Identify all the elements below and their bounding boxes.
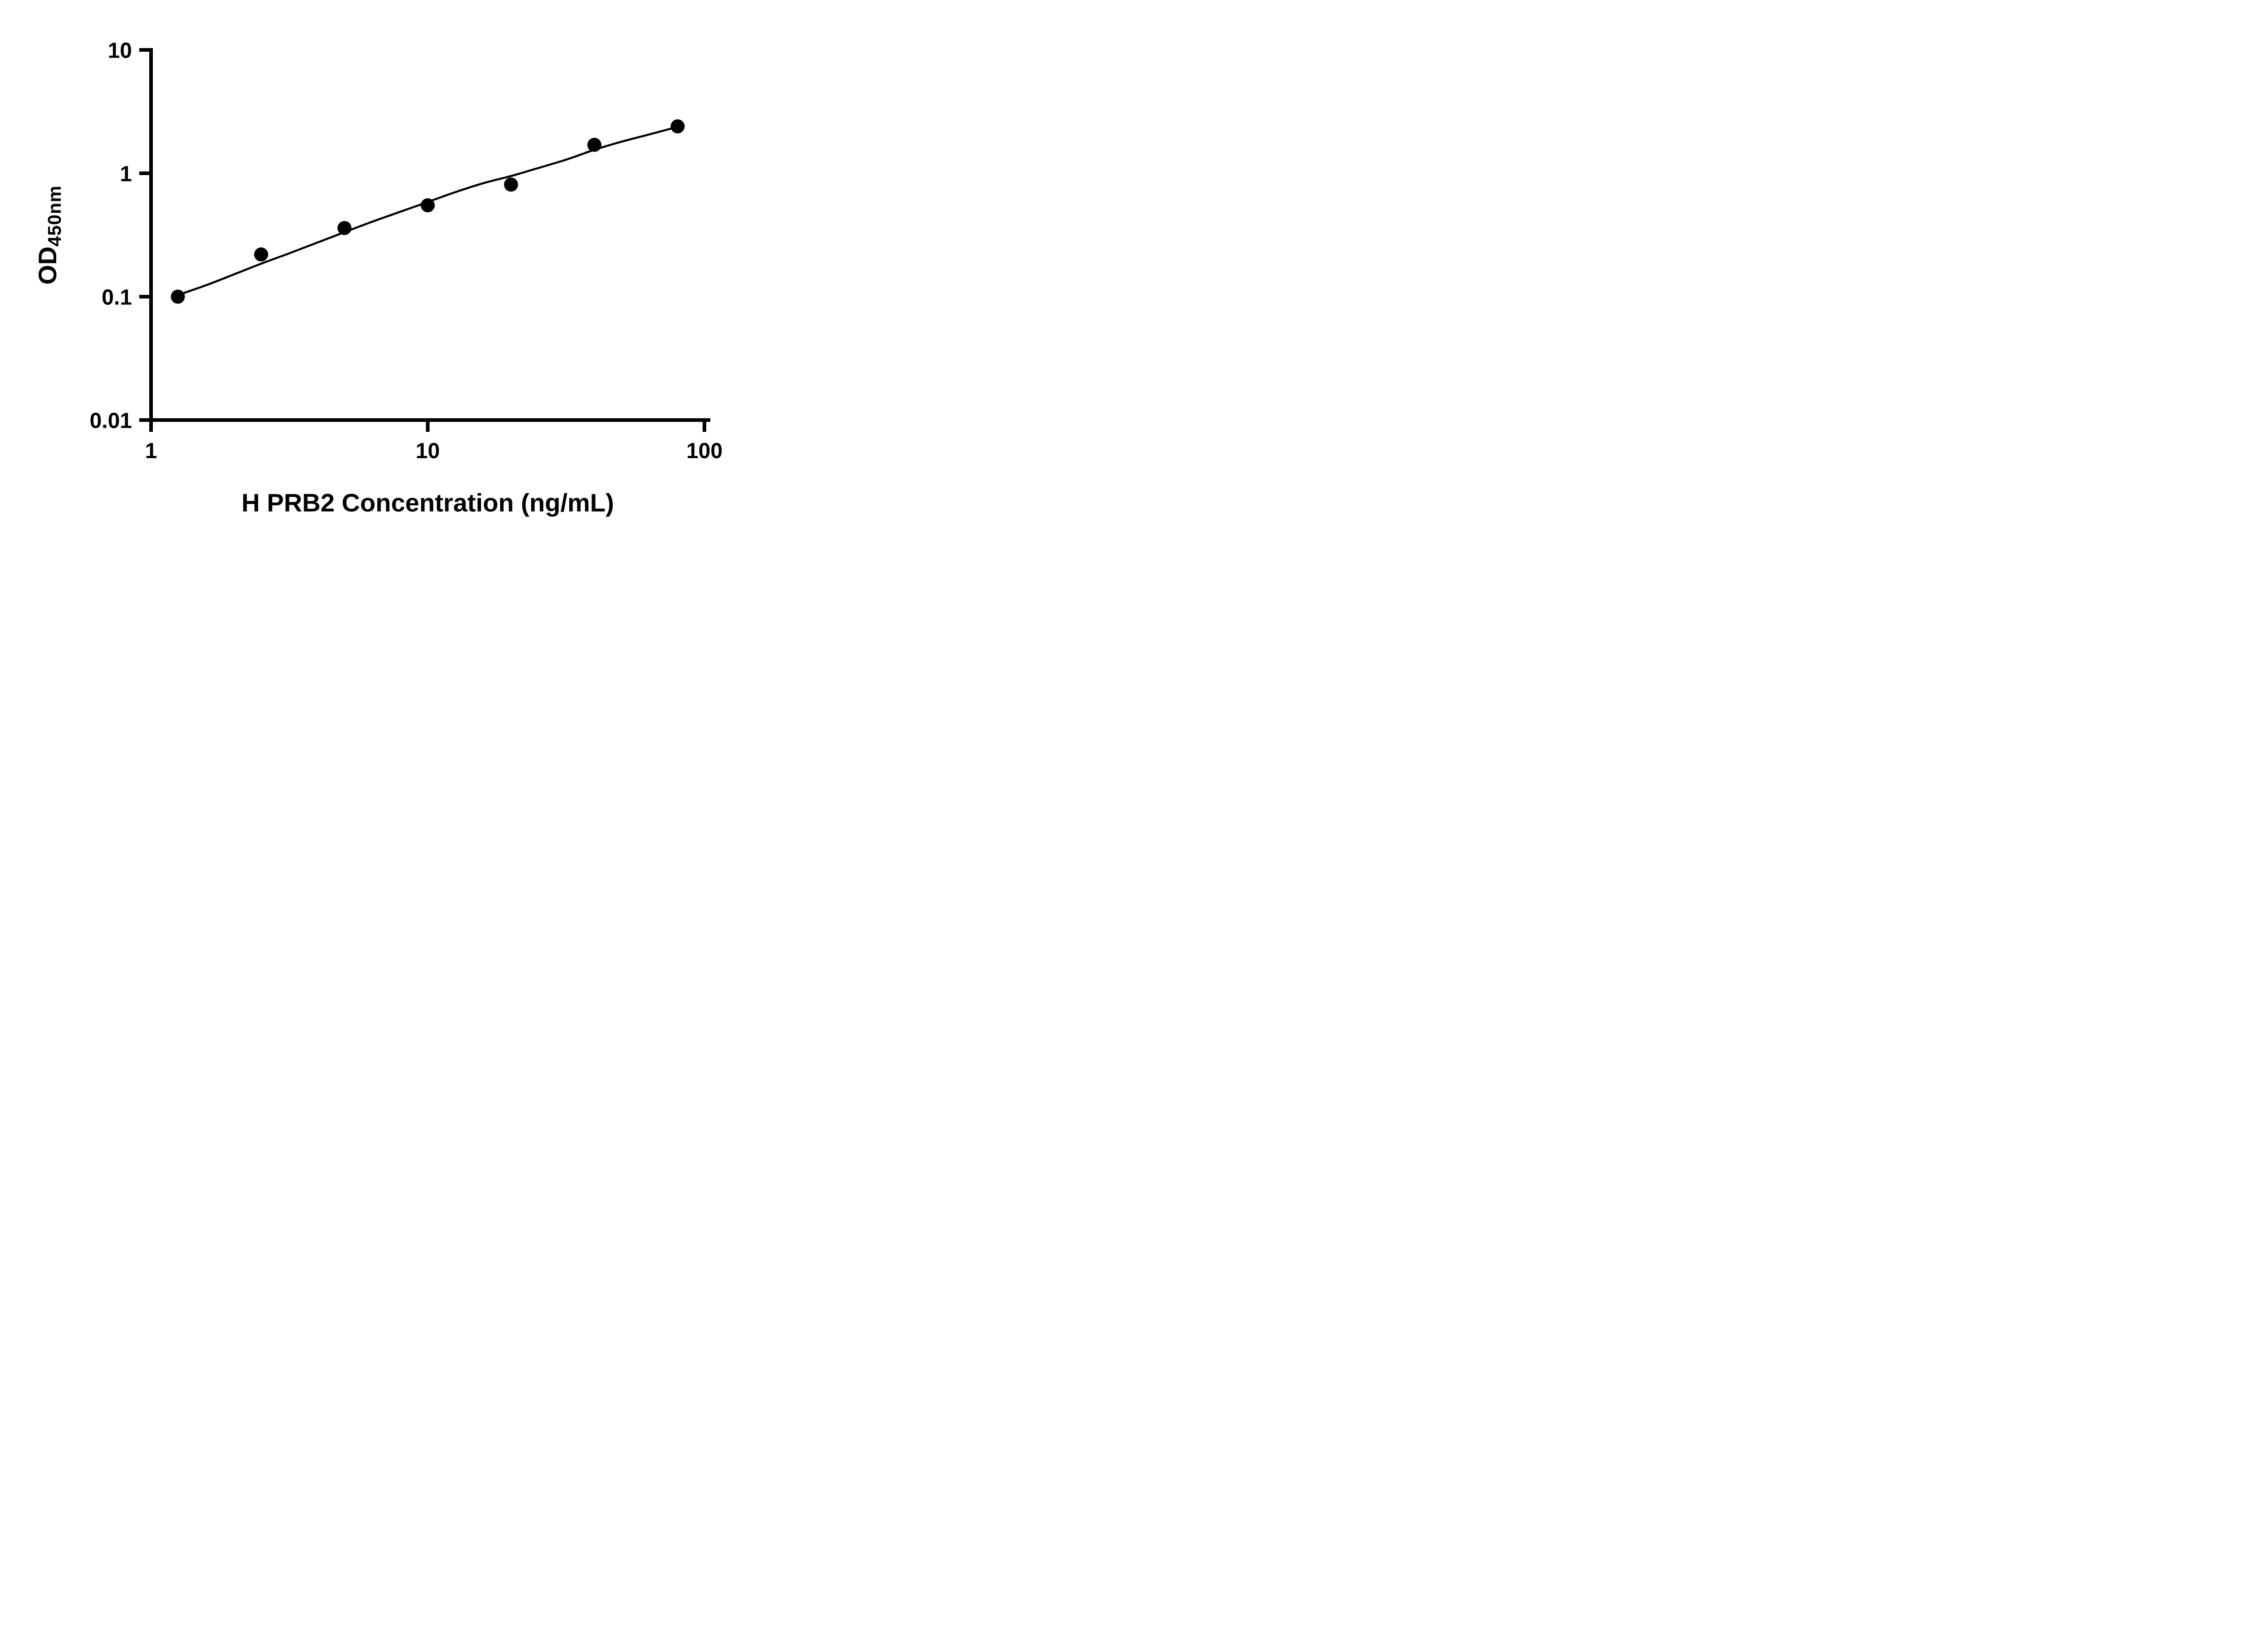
x-tick-label: 1 [145, 439, 157, 463]
data-point [337, 221, 352, 235]
axes-frame [149, 48, 710, 422]
data-point [254, 247, 269, 262]
data-point [587, 137, 601, 152]
y-tick-label: 0.1 [102, 285, 132, 309]
x-axis-title: H PRB2 Concentration (ng/mL) [241, 488, 614, 517]
data-point [670, 119, 685, 134]
y-tick-label: 0.01 [90, 409, 132, 433]
y-axis-title: OD450nm [33, 186, 65, 285]
chart-svg: 0.01 0.1 1 10 1 10 100 [90, 39, 723, 463]
data-point [420, 198, 435, 213]
x-tick-label: 10 [415, 439, 440, 463]
elisa-standard-curve-figure: 0.01 0.1 1 10 1 10 100 OD450nm H PRB2 Concentr… [0, 0, 777, 544]
data-point [171, 289, 185, 304]
y-axis-title-main: OD [33, 246, 62, 285]
data-point [504, 177, 518, 192]
x-tick-label: 100 [686, 439, 723, 463]
y-tick-label: 10 [108, 39, 132, 63]
y-tick-label: 1 [120, 162, 132, 186]
y-axis-title-subscript: 450nm [44, 185, 65, 247]
